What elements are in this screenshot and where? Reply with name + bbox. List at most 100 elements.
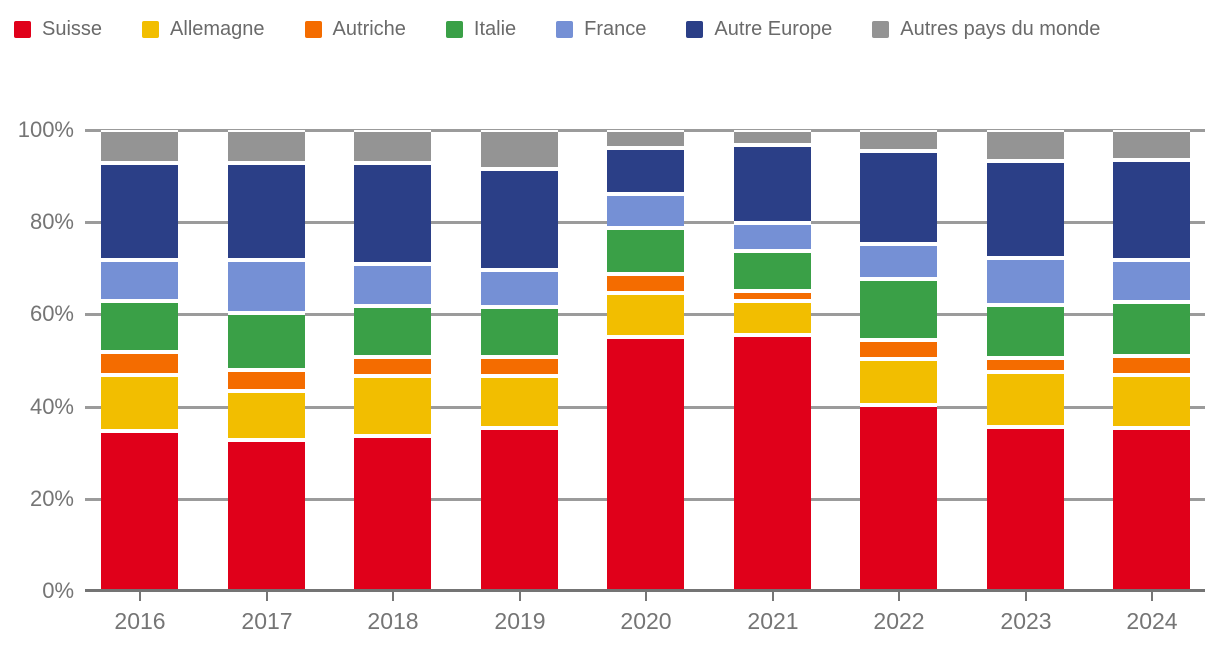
bar-segment-2016-allemagne[interactable] (101, 374, 178, 431)
x-axis-label-2018: 2018 (367, 608, 419, 634)
bar-segment-2020-suisse[interactable] (607, 337, 684, 591)
bar-segment-2021-italie[interactable] (734, 250, 811, 292)
bar-segment-2021-autriche[interactable] (734, 291, 811, 301)
bar-segment-2022-autriche[interactable] (860, 340, 937, 360)
legend-item-italie[interactable]: Italie (445, 18, 517, 40)
bar-segment-2021-allemagne[interactable] (734, 300, 811, 336)
bar-segment-2019-allemagne[interactable] (481, 375, 558, 428)
bar-segment-2016-autres-pays-du-monde[interactable] (101, 130, 178, 164)
bar-2016 (101, 130, 178, 591)
legend-item-france[interactable]: France (556, 19, 646, 40)
bar-segment-2020-france[interactable] (607, 193, 684, 229)
legend-swatch-autres-pays-du-monde (872, 21, 890, 38)
bar-segment-2023-allemagne[interactable] (987, 372, 1064, 428)
bar-segment-2024-autres-pays-du-monde[interactable] (1113, 130, 1190, 161)
bar-segment-2020-allemagne[interactable] (607, 292, 684, 338)
bar-segment-2018-autre-europe[interactable] (354, 163, 431, 265)
bar-segment-2016-italie[interactable] (101, 301, 178, 353)
bar-segment-2018-autres-pays-du-monde[interactable] (354, 130, 431, 164)
bar-segment-2020-autre-europe[interactable] (607, 147, 684, 194)
x-axis-label-2021: 2021 (747, 608, 799, 634)
bar-segment-2024-suisse[interactable] (1113, 427, 1190, 591)
bar-segment-2021-france[interactable] (734, 223, 811, 251)
x-axis-label-2016: 2016 (114, 608, 166, 634)
y-axis-label-0: 0% (42, 578, 74, 603)
x-axis-label-2024: 2024 (1126, 608, 1178, 634)
bar-2018 (354, 130, 431, 591)
bar-segment-2019-autre-europe[interactable] (481, 169, 558, 270)
legend-label-autres-pays-du-monde: Autres pays du monde (900, 18, 1101, 40)
bar-segment-2024-italie[interactable] (1113, 301, 1190, 357)
bar-segment-2016-suisse[interactable] (101, 430, 178, 591)
bar-segment-2023-autriche[interactable] (987, 358, 1064, 373)
x-tick-2023 (1025, 592, 1027, 601)
bar-segment-2022-autre-europe[interactable] (860, 151, 937, 245)
bar-2022 (860, 130, 937, 591)
legend-swatch-autriche (304, 21, 322, 38)
x-tick-2018 (392, 592, 394, 601)
bar-segment-2018-suisse[interactable] (354, 436, 431, 591)
x-axis-label-2022: 2022 (873, 608, 925, 634)
legend-item-autre-europe[interactable]: Autre Europe (686, 19, 832, 40)
bar-segment-2017-allemagne[interactable] (228, 391, 305, 441)
x-axis-label-2020: 2020 (620, 608, 672, 634)
bar-segment-2024-autriche[interactable] (1113, 356, 1190, 375)
legend-item-allemagne[interactable]: Allemagne (142, 19, 265, 40)
bar-segment-2017-france[interactable] (228, 259, 305, 313)
bar-segment-2021-autres-pays-du-monde[interactable] (734, 130, 811, 146)
bar-segment-2023-suisse[interactable] (987, 427, 1064, 591)
legend-label-allemagne: Allemagne (170, 18, 265, 40)
bar-segment-2024-france[interactable] (1113, 259, 1190, 302)
bar-segment-2018-italie[interactable] (354, 305, 431, 358)
bar-segment-2022-allemagne[interactable] (860, 359, 937, 406)
legend-label-france: France (584, 18, 647, 40)
chart-legend: Suisse Allemagne Autriche Italie France Autre… (14, 19, 1204, 40)
bar-segment-2021-autre-europe[interactable] (734, 145, 811, 224)
bar-2024 (1113, 130, 1190, 591)
bar-segment-2019-autriche[interactable] (481, 357, 558, 376)
legend-item-autriche[interactable]: Autriche (304, 19, 406, 40)
bar-segment-2019-italie[interactable] (481, 307, 558, 358)
bar-segment-2017-italie[interactable] (228, 312, 305, 370)
bar-segment-2023-italie[interactable] (987, 304, 1064, 359)
bar-segment-2019-autres-pays-du-monde[interactable] (481, 130, 558, 170)
bar-segment-2022-france[interactable] (860, 244, 937, 280)
bar-segment-2022-suisse[interactable] (860, 405, 937, 591)
bar-segment-2016-autriche[interactable] (101, 352, 178, 375)
bar-segment-2021-suisse[interactable] (734, 335, 811, 591)
bar-segment-2017-autre-europe[interactable] (228, 163, 305, 260)
y-axis-label-80: 80% (29, 209, 74, 234)
bar-segment-2022-autres-pays-du-monde[interactable] (860, 130, 937, 152)
legend-label-italie: Italie (473, 18, 517, 40)
y-axis-label-20: 20% (29, 486, 74, 511)
x-tick-2016 (139, 592, 141, 601)
legend-item-autres-pays-du-monde[interactable]: Autres pays du monde (872, 19, 1100, 40)
bar-segment-2023-autre-europe[interactable] (987, 161, 1064, 259)
x-tick-2017 (266, 592, 268, 601)
x-tick-2021 (772, 592, 774, 601)
bar-segment-2020-autres-pays-du-monde[interactable] (607, 130, 684, 148)
bar-segment-2019-suisse[interactable] (481, 427, 558, 591)
bar-segment-2018-autriche[interactable] (354, 357, 431, 377)
bar-segment-2024-allemagne[interactable] (1113, 374, 1190, 428)
bar-segment-2017-autriche[interactable] (228, 369, 305, 392)
bar-segment-2022-italie[interactable] (860, 279, 937, 341)
bar-segment-2024-autre-europe[interactable] (1113, 160, 1190, 260)
legend-item-suisse[interactable]: Suisse (14, 19, 102, 40)
bar-segment-2016-autre-europe[interactable] (101, 163, 178, 260)
x-tick-2020 (645, 592, 647, 601)
bar-segment-2018-allemagne[interactable] (354, 376, 431, 437)
bar-segment-2020-italie[interactable] (607, 228, 684, 274)
bar-segment-2016-france[interactable] (101, 259, 178, 302)
bar-segment-2017-suisse[interactable] (228, 440, 305, 591)
bar-segment-2017-autres-pays-du-monde[interactable] (228, 130, 305, 164)
bar-segment-2019-france[interactable] (481, 269, 558, 308)
legend-swatch-italie (445, 21, 463, 38)
bar-segment-2018-france[interactable] (354, 264, 431, 306)
x-axis-label-2023: 2023 (1000, 608, 1052, 634)
bar-segment-2020-autriche[interactable] (607, 273, 684, 293)
bar-segment-2023-autres-pays-du-monde[interactable] (987, 130, 1064, 162)
bar-segment-2023-france[interactable] (987, 258, 1064, 305)
